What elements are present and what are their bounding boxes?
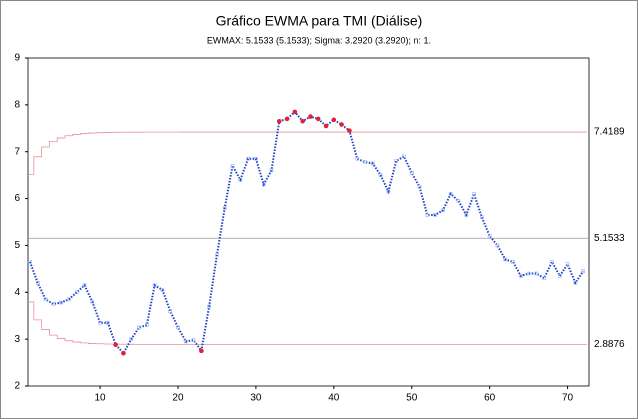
point	[191, 338, 196, 342]
point	[526, 271, 531, 276]
point	[67, 297, 71, 302]
x-tick-label: 30	[250, 393, 262, 404]
point	[519, 274, 523, 278]
point	[106, 320, 110, 325]
limit-label: 2.8876	[594, 339, 625, 350]
point	[269, 168, 274, 173]
alarm-point	[315, 116, 321, 122]
alarm-point	[276, 118, 282, 124]
x-tick-label: 70	[562, 393, 574, 404]
point	[495, 243, 500, 248]
point	[487, 234, 492, 238]
point	[581, 269, 585, 274]
point	[550, 260, 554, 264]
point	[168, 309, 172, 313]
x-tick-label: 40	[328, 393, 340, 404]
alarm-point	[113, 342, 118, 348]
point	[230, 163, 235, 168]
point	[222, 206, 227, 210]
point	[90, 299, 95, 304]
point	[565, 262, 570, 266]
point	[386, 189, 391, 194]
point	[59, 300, 63, 305]
point	[51, 302, 56, 306]
y-tick-label: 8	[14, 99, 20, 110]
y-tick-label: 9	[14, 53, 20, 64]
point	[145, 323, 149, 327]
y-tick-label: 6	[14, 193, 20, 204]
point	[503, 257, 508, 262]
point	[215, 253, 219, 257]
alarm-point	[199, 348, 204, 354]
alarm-point	[323, 123, 329, 129]
y-tick-label: 5	[14, 240, 20, 251]
limit-label: 7.4189	[594, 127, 625, 138]
alarm-point	[292, 109, 298, 115]
y-tick-label: 2	[14, 381, 20, 392]
point	[176, 325, 180, 330]
point	[417, 185, 422, 189]
x-tick-label: 50	[406, 393, 418, 404]
point	[74, 290, 79, 295]
point	[534, 271, 539, 276]
control-limit	[28, 131, 588, 175]
point	[98, 320, 102, 325]
point	[433, 213, 437, 217]
point	[363, 160, 367, 164]
point	[425, 213, 430, 217]
point	[43, 297, 48, 302]
point	[207, 304, 211, 309]
y-tick-label: 3	[14, 334, 20, 345]
point	[355, 156, 359, 161]
point	[557, 274, 562, 278]
point	[370, 161, 375, 166]
point	[28, 260, 32, 264]
point	[402, 154, 406, 159]
y-tick-label: 7	[14, 146, 20, 157]
control-limit	[28, 301, 588, 345]
x-tick-label: 60	[484, 393, 496, 404]
point	[35, 281, 40, 285]
alarm-point	[347, 128, 352, 133]
chart-title: Gráfico EWMA para TMI (Diálise)	[216, 13, 423, 29]
x-tick-label: 20	[172, 393, 184, 404]
plot-area	[27, 57, 590, 387]
alarm-point	[284, 116, 290, 122]
point	[472, 192, 476, 196]
point	[480, 215, 484, 220]
point	[246, 156, 250, 161]
x-tick-label: 10	[95, 393, 107, 404]
point	[409, 171, 414, 175]
limit-label: 5.1533	[594, 233, 625, 244]
point	[573, 281, 578, 285]
y-tick-label: 4	[14, 287, 20, 298]
point	[82, 283, 87, 288]
alarm-point	[339, 122, 344, 127]
point	[261, 182, 266, 187]
point	[254, 156, 258, 161]
point	[456, 199, 461, 203]
alarm-point	[308, 114, 313, 119]
point	[137, 325, 141, 330]
point	[183, 339, 188, 344]
point	[394, 159, 398, 163]
alarm-point	[331, 117, 337, 123]
point	[160, 288, 165, 292]
point	[464, 213, 469, 217]
alarm-point	[121, 350, 126, 356]
alarm-point	[300, 118, 305, 124]
point	[378, 173, 383, 177]
chart-subtitle: EWMAX: 5.1533 (5.1533); Sigma: 3.2920 (3…	[207, 35, 431, 45]
point	[542, 276, 546, 281]
point	[238, 178, 243, 182]
point	[152, 283, 157, 288]
point	[511, 260, 515, 264]
point	[441, 208, 445, 213]
point	[129, 337, 134, 341]
point	[448, 192, 453, 196]
